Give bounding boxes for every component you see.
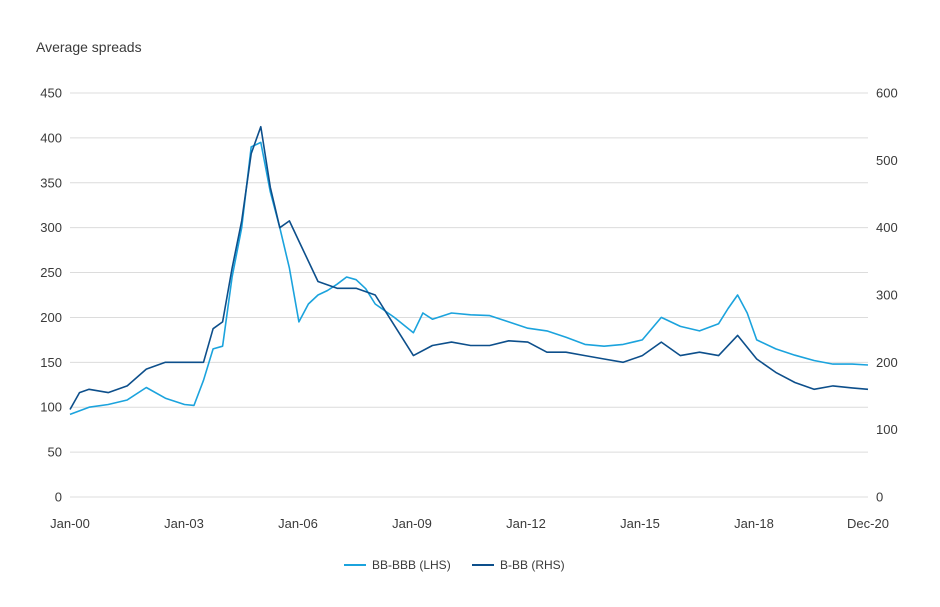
- y-left-tick-label: 0: [55, 490, 62, 505]
- y-left-tick-label: 50: [48, 445, 62, 460]
- y-right-tick-label: 100: [876, 422, 898, 437]
- grid-lines: [70, 92, 868, 498]
- y-right-tick-label: 200: [876, 355, 898, 370]
- y-right-tick-label: 0: [876, 490, 883, 505]
- x-tick-label: Dec-20: [847, 516, 889, 531]
- y-right-tick-label: 600: [876, 86, 898, 101]
- x-axis: Jan-00 Jan-03 Jan-06 Jan-09 Jan-12 Jan-15 Jan-…: [50, 516, 889, 531]
- y-left-tick-label: 400: [40, 130, 62, 145]
- x-tick-label: Jan-12: [506, 516, 546, 531]
- y-right-tick-label: 500: [876, 153, 898, 168]
- y-left-tick-label: 450: [40, 86, 62, 101]
- x-tick-label: Jan-09: [392, 516, 432, 531]
- legend-label: B-BB (RHS): [500, 558, 565, 572]
- chart-title: Average spreads: [36, 39, 142, 55]
- x-tick-label: Jan-00: [50, 516, 90, 531]
- y-left-tick-label: 150: [40, 355, 62, 370]
- legend-label: BB-BBB (LHS): [372, 558, 451, 572]
- y-left-tick-label: 200: [40, 310, 62, 325]
- y-axis-right: 0 100 200 300 400 500 600: [876, 86, 898, 505]
- x-tick-label: Jan-06: [278, 516, 318, 531]
- series-group: [69, 125, 869, 416]
- y-axis-left: 0 50 100 150 200 250 300 350 400 450: [40, 86, 62, 505]
- y-left-tick-label: 250: [40, 265, 62, 280]
- x-tick-label: Jan-15: [620, 516, 660, 531]
- x-tick-label: Jan-18: [734, 516, 774, 531]
- series-line-b-bb: [69, 125, 869, 410]
- y-right-tick-label: 300: [876, 288, 898, 303]
- legend: BB-BBB (LHS) B-BB (RHS): [344, 558, 565, 572]
- x-tick-label: Jan-03: [164, 516, 204, 531]
- y-left-tick-label: 350: [40, 175, 62, 190]
- y-left-tick-label: 300: [40, 220, 62, 235]
- series-line-bb-bbb: [69, 141, 869, 416]
- y-right-tick-label: 400: [876, 220, 898, 235]
- y-left-tick-label: 100: [40, 400, 62, 415]
